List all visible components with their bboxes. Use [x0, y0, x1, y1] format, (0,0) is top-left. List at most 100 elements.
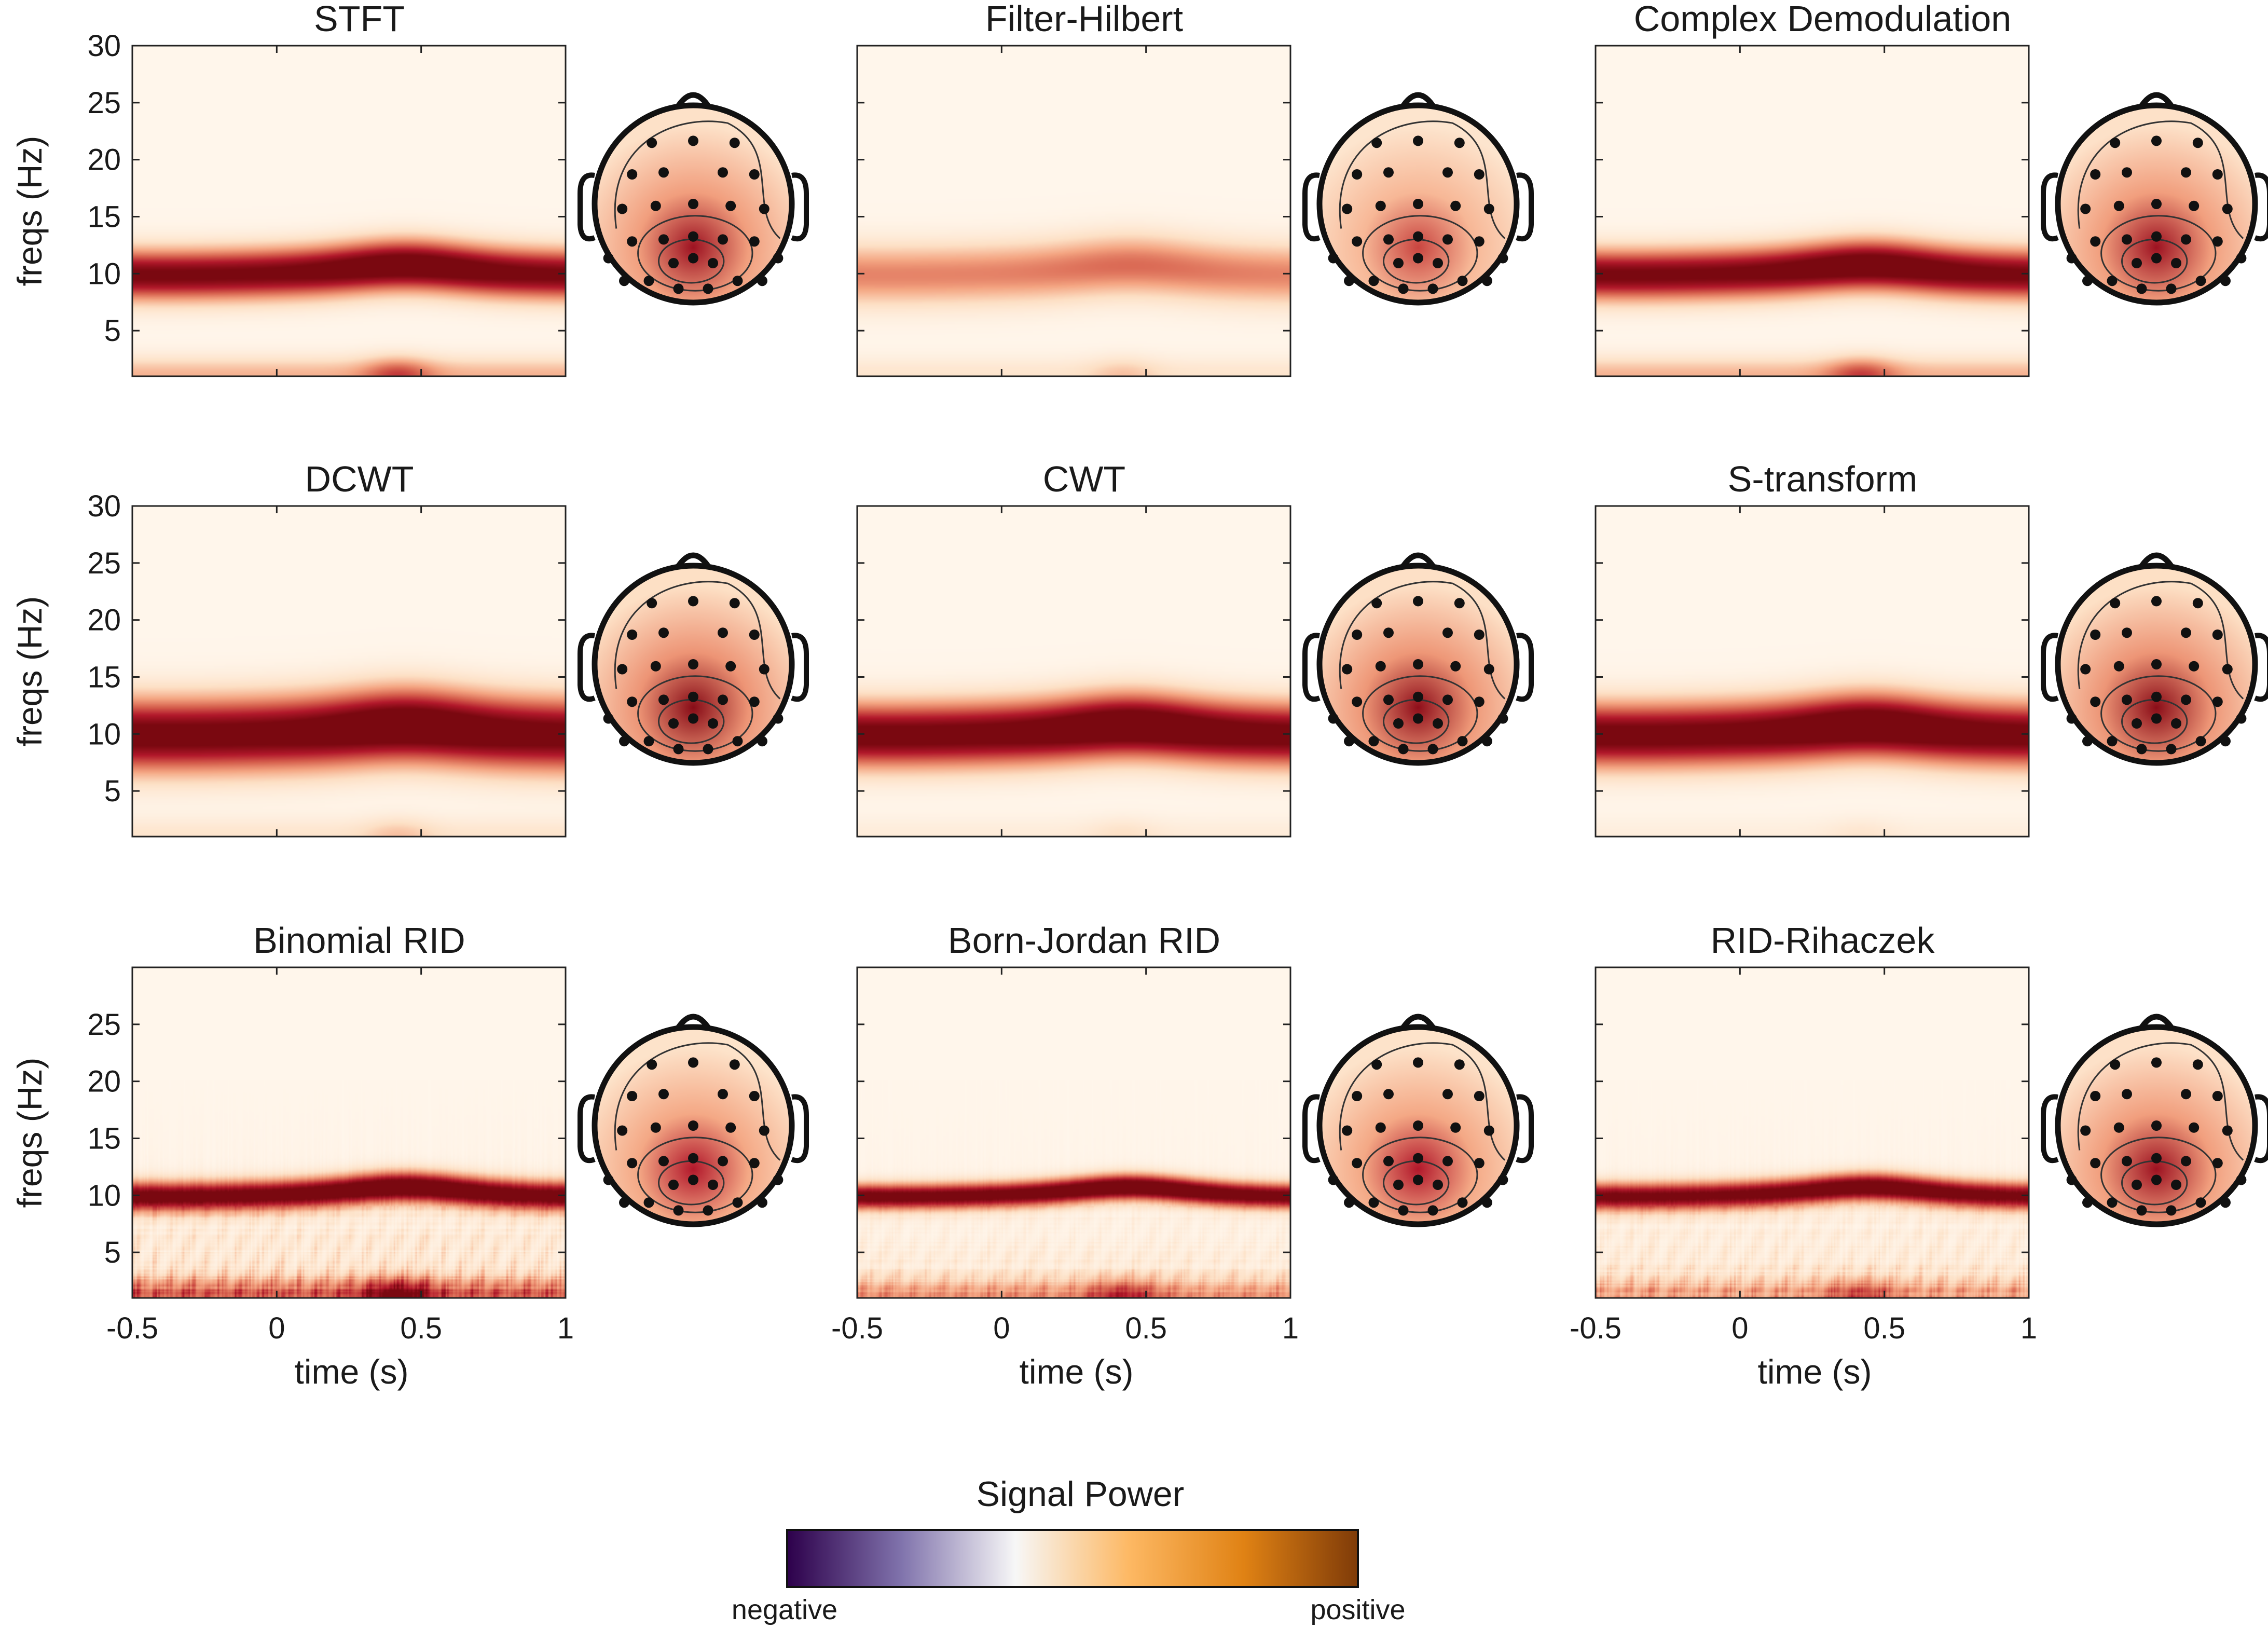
electrode-dot — [2171, 718, 2181, 729]
electrode-dot — [2181, 1089, 2191, 1100]
electrode-dot — [617, 203, 628, 214]
electrode-dot — [658, 1156, 669, 1167]
electrode-dot — [643, 1197, 654, 1208]
electrode-dot — [1371, 1059, 1382, 1070]
electrode-dot — [1328, 253, 1339, 264]
electrode-dot — [1413, 596, 1423, 607]
electrode-dot — [1393, 258, 1404, 268]
electrode-dot — [1368, 1197, 1379, 1208]
electrode-dot — [1474, 630, 1484, 640]
left-ear-shape — [1302, 633, 1321, 702]
electrode-dot — [757, 1197, 767, 1208]
electrode-dot — [1474, 1091, 1484, 1101]
electrode-dot — [1344, 276, 1354, 286]
electrode-dot — [759, 203, 769, 214]
x-tick-label: -0.5 — [106, 1311, 158, 1345]
electrode-dot — [1342, 664, 1353, 675]
electrode-dot — [2080, 664, 2091, 675]
contour-outer — [614, 120, 781, 239]
right-ear-shape — [1516, 633, 1534, 702]
electrode-dot — [2192, 1059, 2203, 1070]
electrode-dot — [2151, 253, 2162, 264]
electrode-dot — [647, 598, 657, 609]
electrode-dot — [673, 283, 684, 294]
electrode-dot — [1383, 694, 1394, 705]
electrode-dot — [1457, 1197, 1468, 1208]
colorbar-min-label: negative — [732, 1594, 837, 1625]
y-tick-label: 30 — [87, 489, 121, 523]
contour-outer — [2077, 1042, 2244, 1161]
electrode-dot — [617, 664, 628, 675]
panel-title: S-transform — [1728, 459, 1918, 499]
electrode-dot — [688, 199, 698, 209]
electrode-dot — [2136, 283, 2147, 294]
electrode-dot — [2110, 138, 2121, 148]
y-tick-label: 30 — [87, 29, 121, 63]
electrode-dot — [2236, 253, 2247, 264]
electrode-dot — [2212, 169, 2223, 180]
electrode-dot — [1413, 231, 1423, 242]
left-ear-shape — [2041, 172, 2059, 242]
electrode-dot — [2090, 169, 2101, 180]
heatmap-image — [1596, 967, 2029, 1298]
panel-6: S-transform — [1595, 459, 2268, 838]
y-tick-label: 20 — [87, 143, 121, 177]
electrode-dot — [749, 1091, 760, 1101]
y-axis-label: freqs (Hz) — [10, 596, 49, 747]
electrode-dot — [773, 713, 784, 724]
topomap — [578, 1014, 809, 1227]
electrode-dot — [749, 630, 760, 640]
electrode-dot — [1427, 744, 1438, 755]
panel-5: CWT — [856, 459, 1534, 838]
electrode-dot — [1497, 713, 1508, 724]
y-tick-label: 5 — [104, 774, 121, 808]
electrode-dot — [603, 1174, 614, 1185]
electrode-dot — [1344, 1197, 1354, 1208]
electrode-dot — [725, 200, 736, 211]
electrode-dot — [749, 169, 760, 180]
electrode-dot — [1352, 236, 1363, 247]
x-tick-label: 0.5 — [1125, 1311, 1167, 1345]
head-outline — [592, 102, 795, 306]
electrode-dot — [2151, 1153, 2162, 1164]
electrode-dot — [619, 276, 629, 286]
electrode-dot — [650, 1122, 661, 1133]
x-tick-label: 1 — [2020, 1311, 2037, 1345]
electrode-dot — [1427, 1205, 1438, 1216]
electrode-dot — [2212, 630, 2223, 640]
electrode-dot — [1497, 1174, 1508, 1185]
electrode-dot — [2151, 659, 2162, 669]
electrode-dot — [1482, 276, 1492, 286]
electrode-dot — [757, 276, 767, 286]
electrode-dot — [1413, 1153, 1423, 1164]
contour-middle — [1362, 215, 1478, 292]
electrode-dot — [2113, 1122, 2124, 1133]
electrode-dot — [2192, 598, 2203, 609]
topomap — [1302, 1014, 1534, 1227]
y-tick-label: 5 — [104, 1236, 121, 1269]
electrode-dot — [1393, 718, 1404, 729]
right-ear-shape — [791, 172, 809, 242]
topomap — [1302, 92, 1534, 306]
electrode-dot — [2151, 713, 2162, 724]
electrode-dot — [759, 664, 769, 675]
electrode-dot — [2080, 203, 2091, 214]
electrode-dot — [2082, 1197, 2093, 1208]
electrode-dot — [1474, 236, 1484, 247]
electrode-dot — [2082, 276, 2093, 286]
electrode-dot — [1442, 1156, 1453, 1167]
electrode-dot — [1427, 283, 1438, 294]
electrode-dot — [2090, 236, 2101, 247]
electrode-dot — [2082, 736, 2093, 747]
electrode-dot — [617, 1125, 628, 1136]
right-ear-shape — [1516, 1094, 1534, 1164]
panel-2: Filter-Hilbert — [856, 0, 1534, 377]
electrode-dot — [1371, 138, 1382, 148]
electrode-dot — [627, 630, 638, 640]
electrode-dot — [2090, 1091, 2101, 1101]
electrode-dot — [1457, 736, 1468, 747]
electrode-dot — [1375, 200, 1386, 211]
electrode-dot — [2122, 1156, 2132, 1167]
contour-outer — [1339, 1042, 1506, 1161]
panel-title: DCWT — [305, 459, 414, 499]
